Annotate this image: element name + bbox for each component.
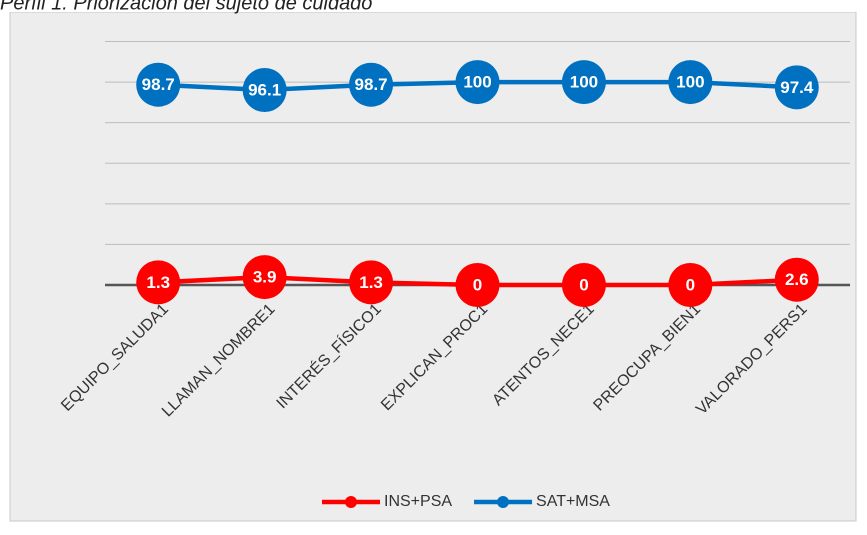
data-point xyxy=(242,67,287,112)
data-point xyxy=(136,62,181,107)
data-label: 3.9 xyxy=(253,268,277,287)
data-label: 2.6 xyxy=(785,270,809,289)
data-label: 98.7 xyxy=(142,75,175,94)
data-point xyxy=(455,60,500,105)
title-background xyxy=(0,0,867,12)
data-label: 96.1 xyxy=(248,80,281,99)
data-point xyxy=(349,260,394,305)
data-label: 100 xyxy=(676,73,704,92)
data-label: 0 xyxy=(473,275,482,294)
data-point xyxy=(561,263,606,307)
chart-title: Perfil 1. Priorización del sujeto de cui… xyxy=(0,0,372,14)
data-point xyxy=(774,65,819,110)
data-label: 1.3 xyxy=(359,273,383,292)
data-label: 98.7 xyxy=(355,75,388,94)
legend-marker xyxy=(345,496,357,508)
data-label: 100 xyxy=(463,73,491,92)
legend-label: INS+PSA xyxy=(384,493,452,510)
data-point xyxy=(668,263,713,307)
data-label: 1.3 xyxy=(146,273,170,292)
data-label: 97.4 xyxy=(780,78,814,97)
data-point xyxy=(136,260,181,305)
data-point xyxy=(242,255,287,300)
data-point xyxy=(561,60,606,105)
data-label: 0 xyxy=(686,275,695,294)
legend-marker xyxy=(497,496,510,508)
data-label: 100 xyxy=(570,73,598,92)
data-label: 0 xyxy=(579,275,588,294)
legend-label: SAT+MSA xyxy=(536,493,610,510)
data-point xyxy=(349,62,394,107)
data-point xyxy=(668,60,713,105)
data-point xyxy=(774,257,819,302)
data-point xyxy=(455,263,500,307)
